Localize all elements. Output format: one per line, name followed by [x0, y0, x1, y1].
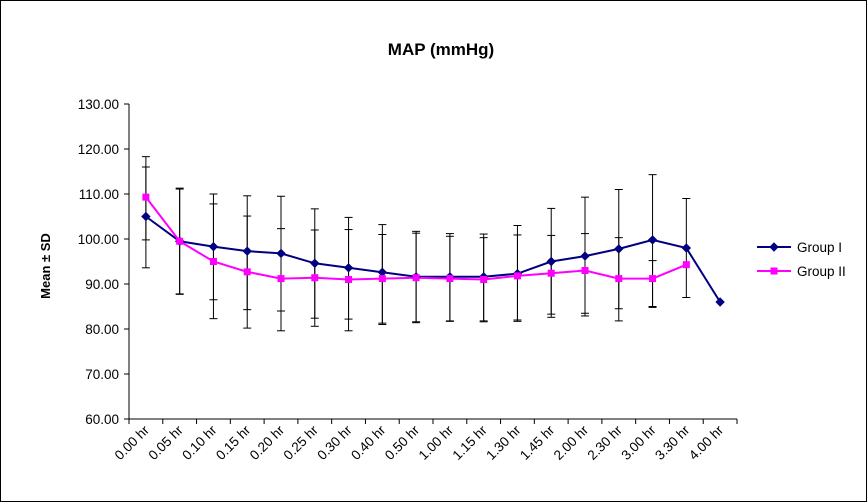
axes: 60.00 70.00 80.00 90.00 100.00 110.00 120.00 13…: [78, 97, 738, 463]
data-point: [715, 297, 725, 307]
x-tick-label: 0.10 hr: [179, 422, 220, 463]
y-tick-label: 80.00: [85, 322, 119, 337]
chart-title: MAP (mmHg): [388, 40, 494, 59]
y-tick-label: 90.00: [85, 277, 119, 292]
legend-marker: [769, 242, 779, 252]
data-point: [446, 275, 454, 283]
legend-label: Group I: [797, 240, 842, 255]
data-point: [141, 211, 151, 222]
data-point: [276, 248, 286, 259]
data-point: [615, 275, 623, 283]
data-point: [378, 275, 386, 283]
x-tick-label: 0.40 hr: [348, 422, 389, 463]
data-point: [243, 268, 251, 276]
x-tick-label: 0.20 hr: [247, 422, 288, 463]
data-point: [647, 235, 658, 245]
data-point: [480, 276, 488, 283]
data-point: [580, 251, 590, 261]
data-point: [242, 246, 252, 256]
data-point: [208, 241, 219, 252]
data-point: [513, 272, 521, 280]
x-tick-label: 0.00 hr: [112, 422, 153, 463]
data-point: [142, 193, 150, 201]
data-point: [681, 243, 692, 253]
data-point: [614, 244, 624, 254]
y-tick-label: 100.00: [78, 232, 119, 247]
data-point: [277, 275, 285, 283]
data-point: [581, 267, 589, 274]
data-point: [345, 276, 353, 283]
data-point: [377, 267, 388, 278]
data-point: [682, 261, 690, 269]
data-point: [546, 256, 556, 267]
legend: Group I Group II: [757, 240, 846, 279]
y-tick-label: 120.00: [78, 142, 119, 157]
series-markers: [141, 193, 725, 307]
x-tick-label: 1.15 hr: [449, 422, 490, 463]
series-line-1: [145, 215, 721, 303]
legend-marker: [770, 267, 778, 275]
data-point: [310, 258, 320, 269]
y-tick-label: 110.00: [79, 187, 119, 202]
x-tick-label: 0.50 hr: [382, 422, 423, 463]
x-tick-label: 4.00 hr: [686, 422, 727, 463]
data-point: [311, 274, 319, 282]
x-tick-label: 0.25 hr: [281, 422, 322, 463]
x-tick-label: 1.00 hr: [416, 422, 457, 463]
x-tick-label: 1.45 hr: [517, 422, 558, 463]
x-tick-label: 3.00 hr: [618, 422, 659, 463]
x-tick-label: 0.05 hr: [145, 422, 186, 463]
data-point: [412, 274, 420, 282]
x-tick-label: 0.30 hr: [314, 422, 355, 463]
y-axis-title: Mean ± SD: [38, 233, 53, 299]
data-point: [343, 263, 354, 273]
x-tick-label: 2.00 hr: [551, 422, 592, 463]
x-tick-label: 2.30 hr: [585, 422, 626, 463]
y-tick-label: 130.00: [78, 97, 119, 112]
data-point: [649, 275, 657, 283]
x-tick-label: 3.30 hr: [652, 422, 693, 463]
y-tick-label: 70.00: [85, 367, 119, 382]
series-lines: [145, 196, 721, 303]
data-point: [209, 258, 217, 265]
x-tick-label: 0.15 hr: [213, 422, 254, 463]
x-tick-label: 1.30 hr: [483, 422, 524, 463]
error-bars: [141, 156, 691, 332]
y-tick-label: 60.00: [85, 412, 119, 427]
legend-label: Group II: [797, 264, 846, 279]
data-point: [547, 269, 555, 277]
data-point: [176, 237, 184, 245]
